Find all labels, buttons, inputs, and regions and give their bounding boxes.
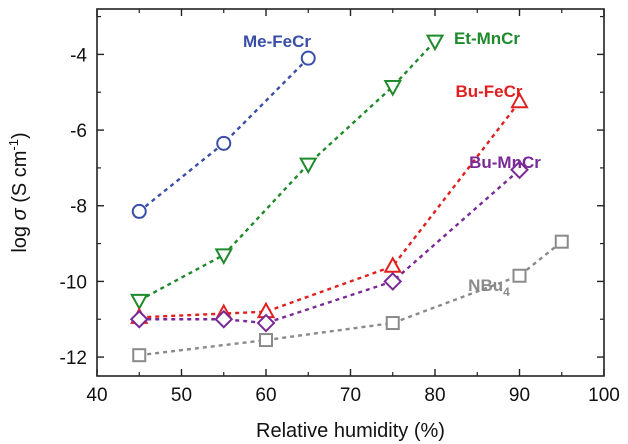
series-label-text: Bu-MnCr	[469, 153, 541, 172]
series-line	[138, 57, 310, 213]
data-point	[259, 333, 273, 348]
data-point	[214, 309, 234, 329]
y-axis-title-unit: (S cm	[9, 151, 31, 209]
series-label-text: Bu-FeCr	[455, 82, 522, 101]
data-point	[130, 293, 149, 311]
series-label: NBu4	[468, 276, 510, 299]
x-tick-label: 90	[509, 385, 530, 406]
data-point	[299, 157, 318, 175]
y-axis-title-suffix: )	[9, 132, 31, 139]
series-line	[139, 240, 563, 357]
series-label-text: Et-MnCr	[454, 29, 520, 48]
y-tick-label: -8	[70, 197, 87, 218]
data-point	[383, 271, 403, 291]
series-line	[139, 100, 521, 319]
y-tick-label: -4	[70, 45, 87, 66]
series-label-text: NBu	[468, 276, 503, 295]
data-point	[425, 34, 445, 52]
series-label: Bu-FeCr	[455, 82, 522, 101]
data-point	[129, 309, 149, 329]
data-point	[383, 256, 402, 273]
plot-frame	[96, 8, 605, 377]
y-tick-label: -12	[60, 348, 87, 369]
axes: 40 50 60 70 80 90 100 -12 -10 -8 -6 -4	[60, 9, 620, 406]
y-axis-title-exponent: -1	[6, 139, 21, 151]
x-tick-label: 100	[588, 385, 620, 406]
series-label: Et-MnCr	[454, 29, 520, 48]
x-tick-label: 50	[171, 385, 192, 406]
data-point	[554, 234, 569, 249]
series-label: Bu-MnCr	[469, 153, 541, 172]
data-point	[510, 160, 529, 180]
y-axis-title: log σ (S cm-1)	[6, 132, 31, 252]
series-label: Me-FeCr	[243, 32, 311, 51]
plot-area	[96, 8, 605, 377]
series-line	[139, 168, 521, 325]
x-tick-label: 40	[86, 385, 107, 406]
x-tick-label: 70	[340, 385, 361, 406]
data-point	[383, 80, 402, 97]
y-axis-title-prefix: log	[9, 220, 31, 252]
data-point	[385, 316, 400, 331]
x-tick-label: 80	[424, 385, 445, 406]
y-tick-label: -6	[70, 121, 87, 142]
data-point	[131, 203, 147, 219]
data-marks: Me-FeCr Et-MnCr Bu-FeCr Bu-MnCr NBu4	[129, 29, 569, 363]
data-point	[510, 91, 529, 109]
data-point	[300, 50, 316, 66]
data-point	[132, 348, 147, 363]
x-axis-title: Relative humidity (%)	[256, 420, 445, 442]
data-point	[512, 268, 527, 283]
y-axis-title-symbol: σ	[9, 207, 31, 220]
series-label-subscript: 4	[503, 285, 510, 299]
x-tick-label: 60	[255, 385, 276, 406]
data-point	[216, 135, 232, 151]
y-tick-label: -10	[60, 272, 87, 293]
data-point	[214, 248, 233, 265]
series-label-text: Me-FeCr	[243, 32, 311, 51]
data-point	[256, 313, 276, 333]
